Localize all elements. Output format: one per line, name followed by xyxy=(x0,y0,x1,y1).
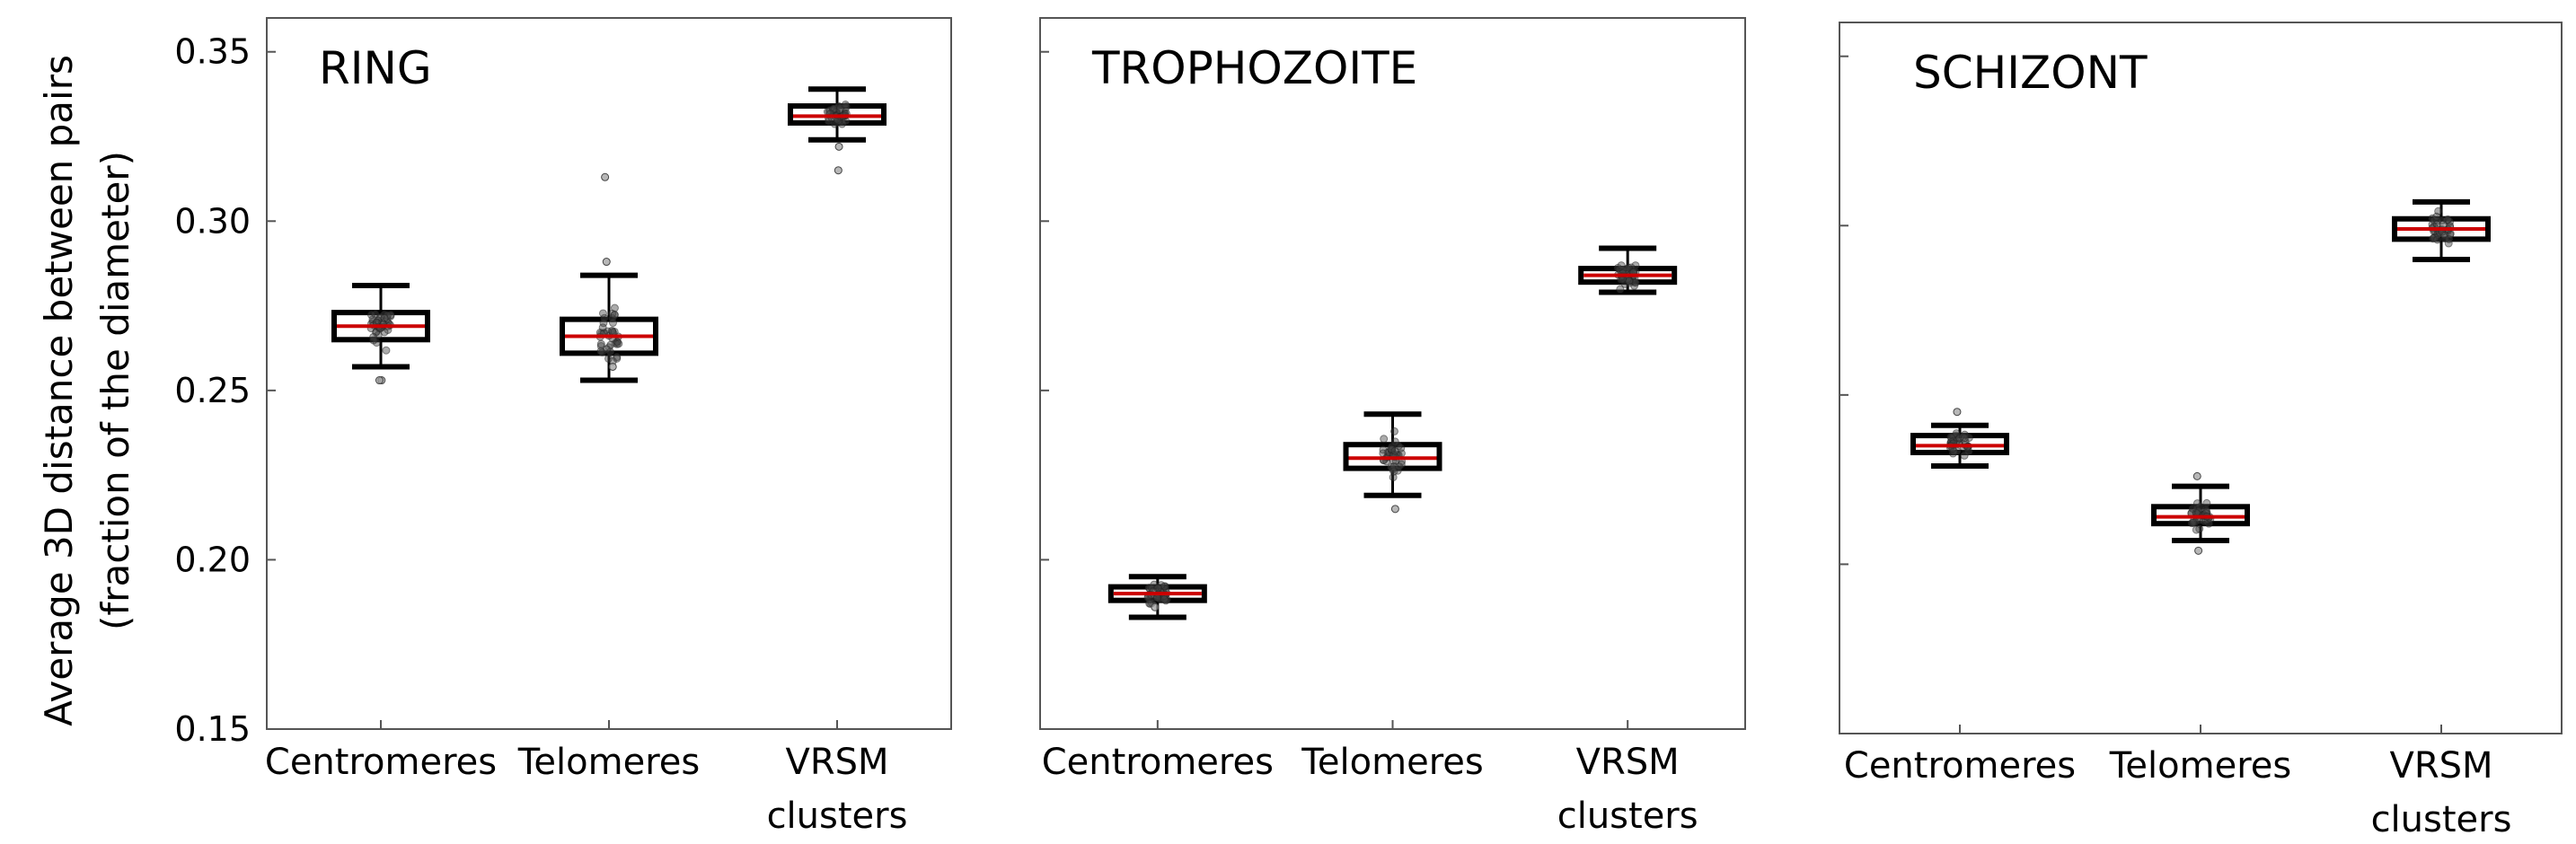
outlier-point xyxy=(602,258,611,267)
sample-point xyxy=(382,346,391,355)
y-tick-label: 0.30 xyxy=(174,201,251,241)
box-vrsm-clusters xyxy=(2392,198,2491,262)
iqr-box xyxy=(331,310,430,343)
x-tick-label: Centromeres xyxy=(265,742,497,783)
sample-point xyxy=(366,311,375,320)
outlier-point xyxy=(375,376,384,385)
outlier-point xyxy=(608,362,617,371)
sample-point xyxy=(1390,437,1399,446)
sample-point xyxy=(1380,435,1389,444)
sample-point xyxy=(1390,446,1399,455)
x-tick-label: Telomeres xyxy=(517,742,700,783)
sample-point xyxy=(2192,499,2201,508)
x-tick-label: Centromeres xyxy=(1844,745,2076,787)
y-axis-label-line-1: Average 3D distance between pairs xyxy=(37,55,81,726)
panel-trophozoite: TROPHOZOITE Centromeres Telomeres VRSM clust… xyxy=(1039,17,1746,837)
sample-point xyxy=(598,323,607,332)
x-tick-label: VRSM xyxy=(1576,742,1680,783)
panel-title: TROPHOZOITE xyxy=(1091,42,1417,94)
sample-point xyxy=(2202,498,2211,507)
x-tick-label: clusters xyxy=(767,796,908,837)
sample-point xyxy=(2192,525,2201,534)
x-tick-label: clusters xyxy=(1557,796,1698,837)
panels: 0.35 0.30 0.25 0.20 0.15 RING Centromeres Telom… xyxy=(174,17,2563,840)
sample-point xyxy=(1625,277,1634,286)
y-tick-label: 0.35 xyxy=(174,32,251,72)
sample-point xyxy=(380,313,389,322)
sample-point xyxy=(613,354,622,363)
sample-point xyxy=(596,339,605,348)
sample-point xyxy=(602,345,611,354)
panel-ring: 0.35 0.30 0.25 0.20 0.15 RING Centromeres Telom… xyxy=(174,17,952,837)
sample-point xyxy=(2445,234,2454,243)
box-centromeres xyxy=(1910,408,2009,470)
box-telomeres xyxy=(560,172,658,383)
sample-point xyxy=(2432,220,2441,229)
sample-point xyxy=(610,311,619,320)
y-tick-label: 0.25 xyxy=(174,371,251,410)
sample-point xyxy=(2433,235,2442,244)
sample-point xyxy=(1389,473,1398,482)
x-tick-label: clusters xyxy=(2371,799,2512,840)
outlier-point xyxy=(834,166,842,175)
x-tick-label: Telomeres xyxy=(1301,742,1483,783)
box-vrsm-clusters xyxy=(788,86,887,175)
outlier-point xyxy=(834,142,843,151)
sample-point xyxy=(1960,434,1969,443)
plot-frame xyxy=(1839,22,2563,734)
sample-point xyxy=(598,309,607,318)
x-tick-label: VRSM xyxy=(2389,745,2492,787)
x-tick-label: Telomeres xyxy=(2109,745,2291,787)
outlier-point xyxy=(1151,602,1160,611)
sample-point xyxy=(1617,261,1626,270)
sample-point xyxy=(2189,518,2198,527)
sample-point xyxy=(608,327,617,336)
sample-point xyxy=(2432,212,2441,221)
sample-point xyxy=(1389,467,1398,476)
sample-point xyxy=(369,336,378,345)
y-tick-label: 0.20 xyxy=(174,540,251,579)
sample-point xyxy=(841,100,850,109)
box-centromeres xyxy=(1107,574,1207,620)
outlier-point xyxy=(601,172,610,181)
y-tick-label: 0.15 xyxy=(174,709,251,749)
sample-point xyxy=(1145,599,1154,608)
panel-title: SCHIZONT xyxy=(1913,47,2148,99)
sample-point xyxy=(1397,460,1406,469)
panel-schizont: SCHIZONT Centromeres Telomeres VRSM clusters xyxy=(1839,22,2563,840)
outlier-point xyxy=(2192,471,2201,480)
sample-point xyxy=(2188,504,2197,513)
plot-frame xyxy=(1039,17,1746,730)
box-vrsm-clusters xyxy=(1578,245,1678,295)
outlier-point xyxy=(2194,546,2203,555)
outlier-point xyxy=(1390,505,1399,514)
sample-point xyxy=(1160,595,1169,604)
x-tick-label: Centromeres xyxy=(1042,742,1274,783)
panel-title: RING xyxy=(319,42,432,94)
y-axis-label-line-2: (fraction of the diameter) xyxy=(93,151,137,630)
sample-point xyxy=(614,339,623,348)
sample-point xyxy=(1389,426,1398,435)
x-tick-label: VRSM xyxy=(785,742,888,783)
box-centromeres xyxy=(331,282,430,385)
box-telomeres xyxy=(1343,411,1442,514)
y-axis-label: Average 3D distance between pairs (fract… xyxy=(37,55,137,726)
box-telomeres xyxy=(2151,471,2250,555)
outlier-point xyxy=(1953,408,1962,417)
sample-point xyxy=(1616,285,1625,294)
